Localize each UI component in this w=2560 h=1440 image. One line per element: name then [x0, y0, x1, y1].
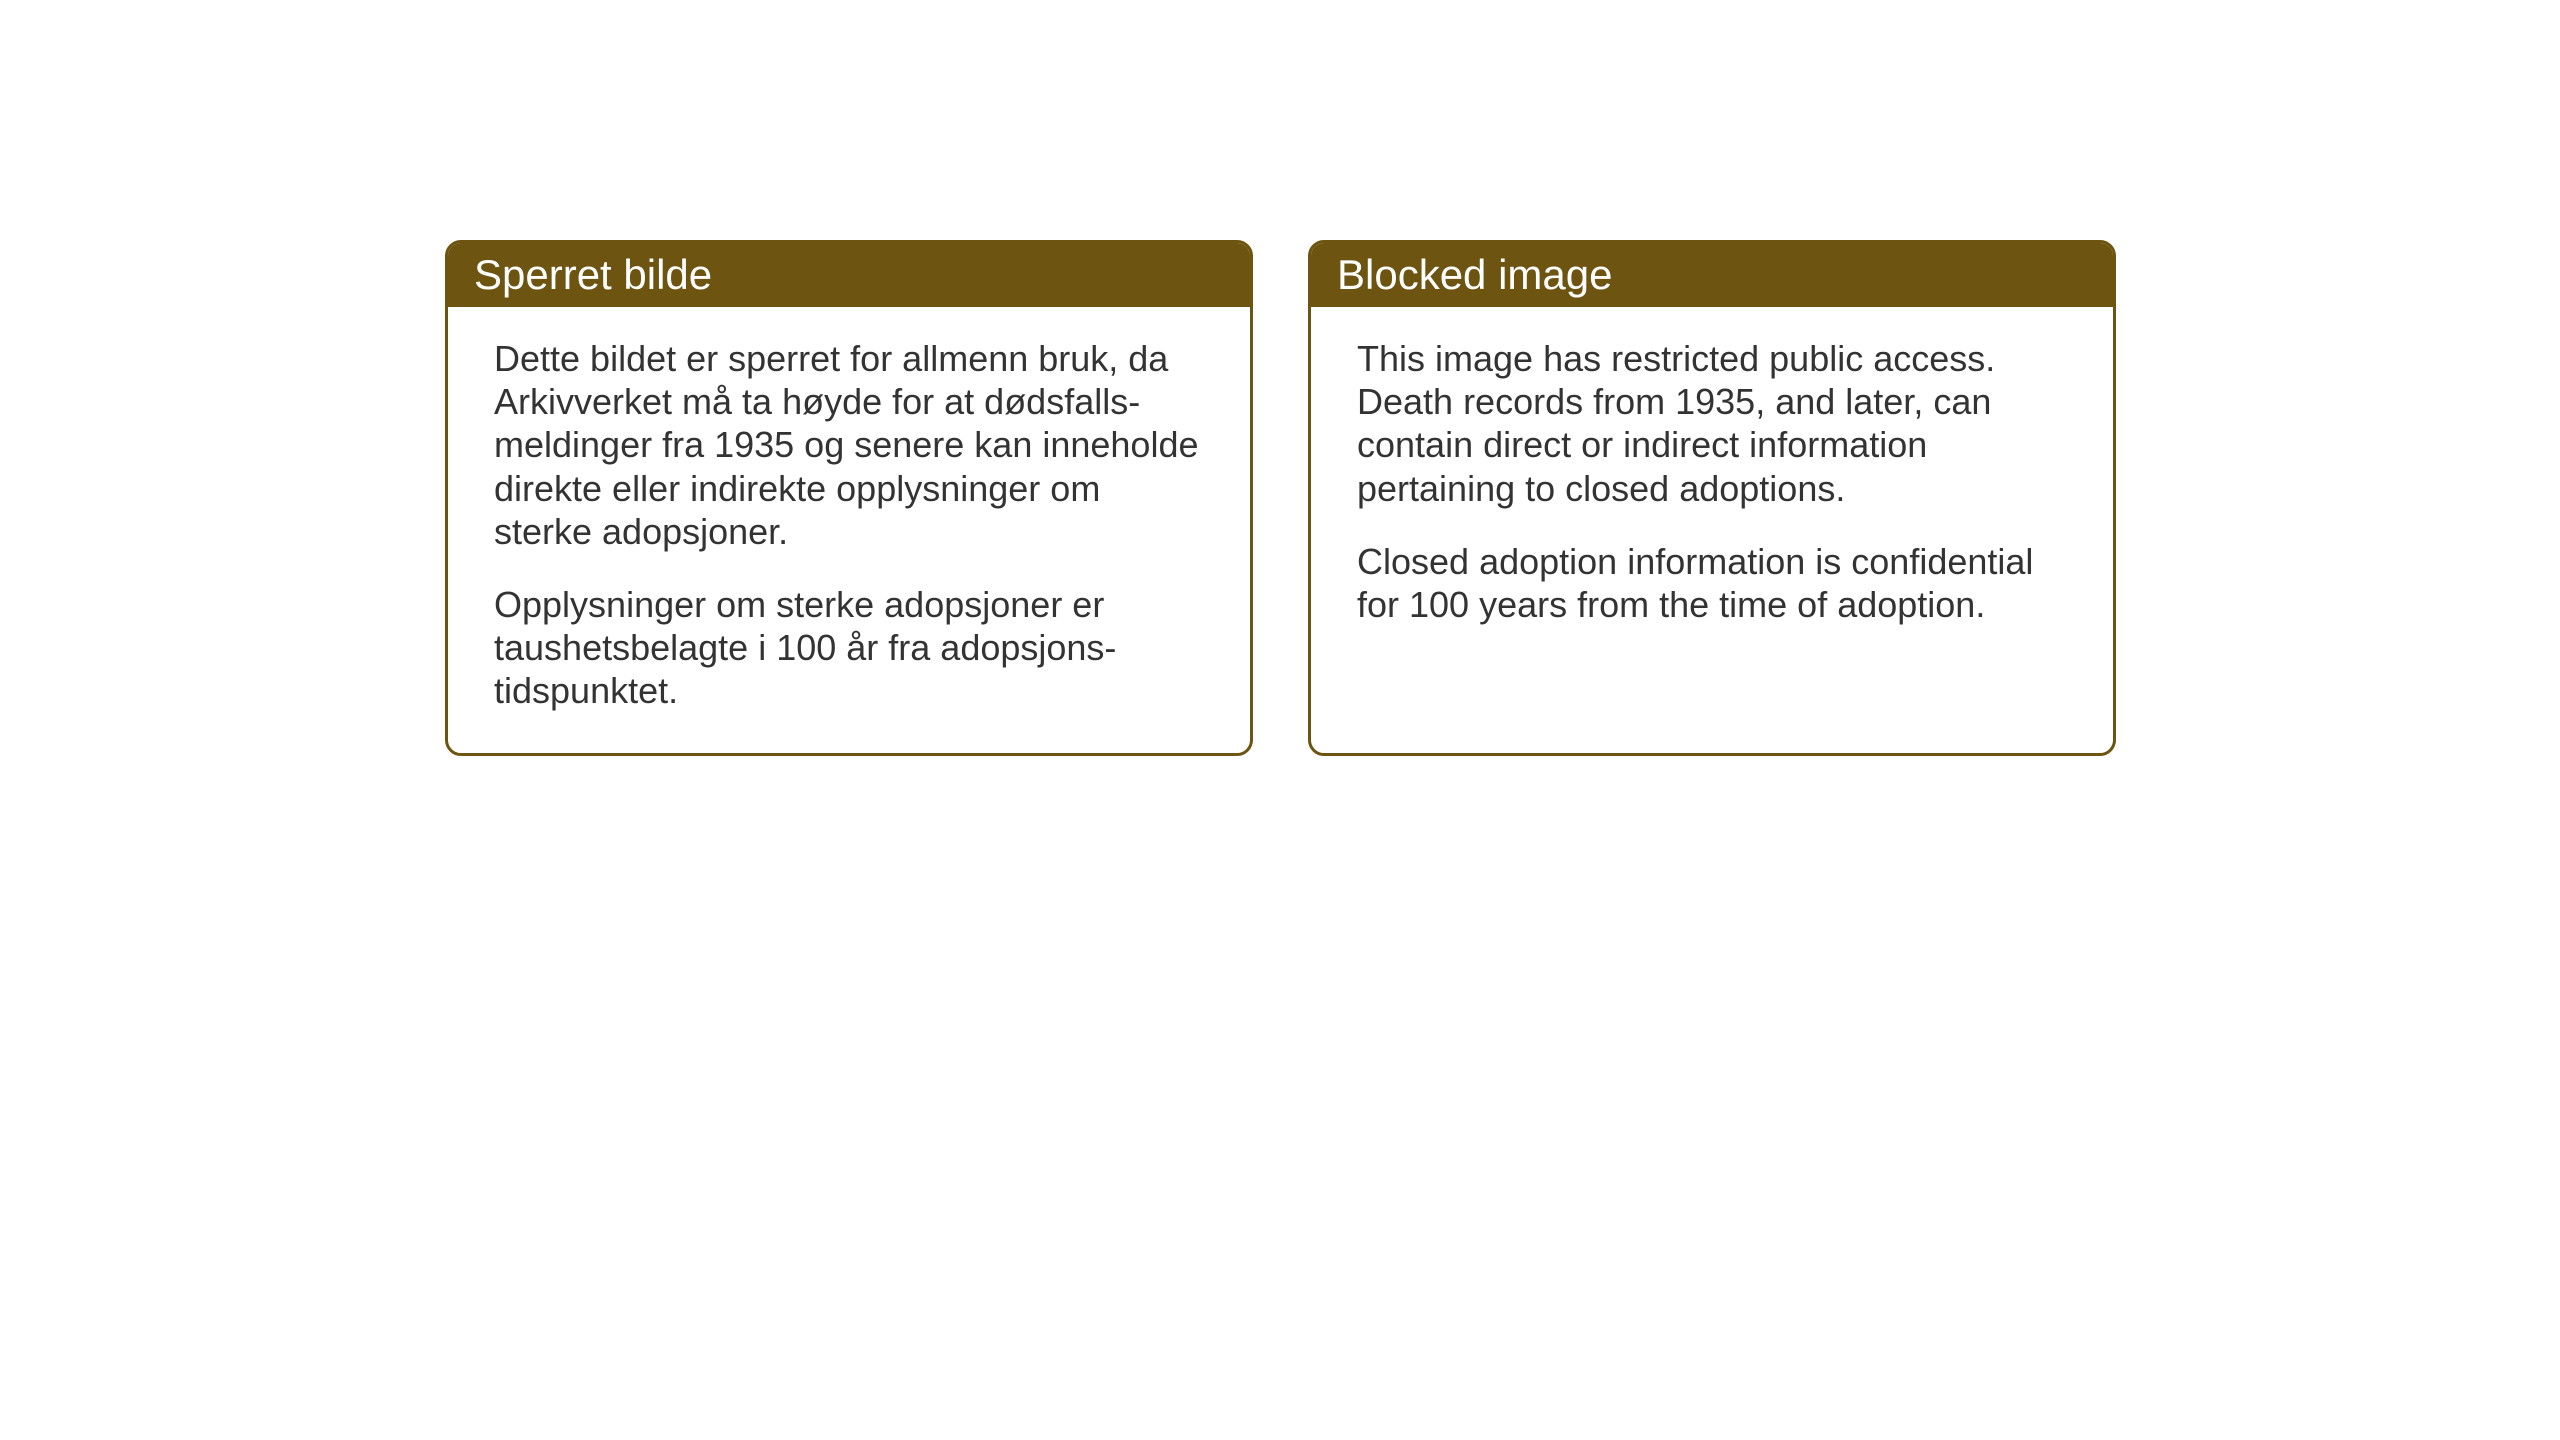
card-paragraph: Closed adoption information is confident… [1357, 540, 2067, 626]
card-header-norwegian: Sperret bilde [448, 243, 1250, 307]
card-paragraph: This image has restricted public access.… [1357, 337, 2067, 510]
card-title: Blocked image [1337, 251, 1612, 298]
card-paragraph: Dette bildet er sperret for allmenn bruk… [494, 337, 1204, 553]
card-norwegian: Sperret bilde Dette bildet er sperret fo… [445, 240, 1253, 756]
card-body-norwegian: Dette bildet er sperret for allmenn bruk… [448, 307, 1250, 753]
card-english: Blocked image This image has restricted … [1308, 240, 2116, 756]
card-paragraph: Opplysninger om sterke adopsjoner er tau… [494, 583, 1204, 713]
card-header-english: Blocked image [1311, 243, 2113, 307]
card-body-english: This image has restricted public access.… [1311, 307, 2113, 666]
cards-container: Sperret bilde Dette bildet er sperret fo… [445, 240, 2116, 756]
card-title: Sperret bilde [474, 251, 712, 298]
